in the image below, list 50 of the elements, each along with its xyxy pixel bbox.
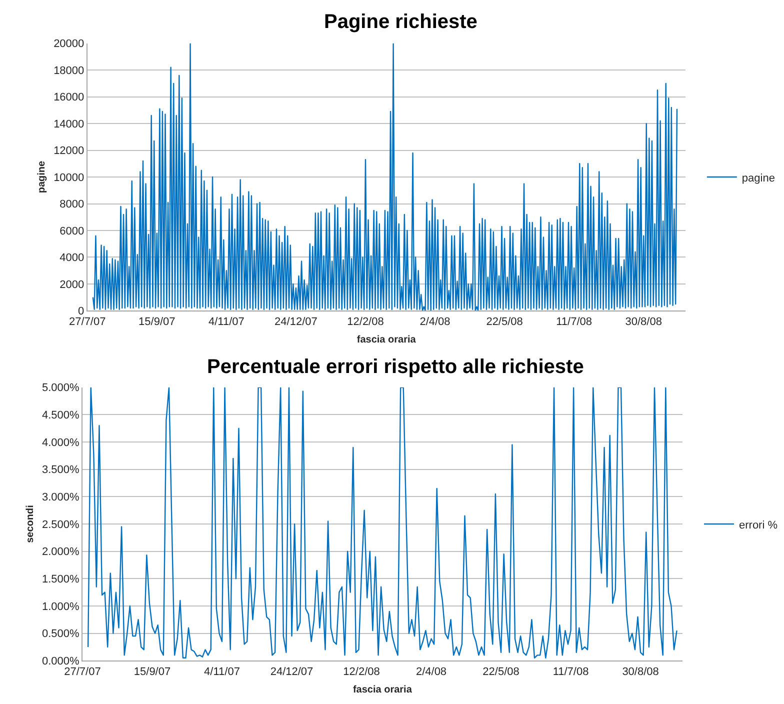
x-tick-label: 4/11/07 bbox=[208, 316, 244, 328]
y-tick-label: 2.000% bbox=[42, 546, 80, 558]
x-tick-label: 11/7/08 bbox=[556, 316, 592, 328]
x-tick-label: 15/9/07 bbox=[138, 316, 176, 328]
x-tick-label: 27/7/07 bbox=[69, 316, 106, 328]
line-series bbox=[87, 387, 678, 658]
x-tick-label: 24/12/07 bbox=[270, 666, 314, 678]
y-tick-label: 4.000% bbox=[42, 436, 80, 449]
y-tick-label: 18000 bbox=[54, 64, 84, 77]
x-tick-label: 12/2/08 bbox=[347, 316, 384, 328]
x-axis-title: fascia oraria bbox=[352, 684, 412, 696]
x-tick-label: 27/7/07 bbox=[64, 666, 101, 678]
y-tick-label: 14000 bbox=[54, 118, 84, 130]
y-tick-label: 4.500% bbox=[42, 410, 80, 422]
chart-title: Pagine richieste bbox=[324, 11, 478, 33]
x-tick-label: 2/4/08 bbox=[420, 316, 450, 328]
y-tick-label: 12000 bbox=[54, 145, 84, 158]
x-tick-label: 4/11/07 bbox=[204, 666, 240, 678]
y-tick-label: 0.000% bbox=[42, 655, 80, 668]
x-axis-title: fascia oraria bbox=[356, 334, 416, 346]
y-axis-title: pagine bbox=[36, 160, 48, 194]
y-tick-label: 8000 bbox=[60, 198, 84, 211]
y-tick-label: 3.500% bbox=[42, 464, 80, 476]
y-tick-label: 5.000% bbox=[42, 382, 80, 394]
y-tick-label: 1.500% bbox=[42, 574, 80, 586]
y-tick-label: 1.000% bbox=[42, 600, 80, 613]
x-tick-label: 11/7/08 bbox=[552, 666, 589, 678]
y-tick-label: 10000 bbox=[54, 172, 84, 184]
x-tick-label: 22/5/08 bbox=[486, 316, 523, 328]
x-tick-label: 2/4/08 bbox=[416, 666, 447, 678]
y-axis-title: secondi bbox=[24, 504, 36, 543]
x-tick-label: 30/8/08 bbox=[625, 316, 662, 328]
x-tick-label: 24/12/07 bbox=[274, 316, 318, 328]
legend-label: errori % bbox=[738, 519, 778, 532]
x-tick-label: 12/2/08 bbox=[343, 666, 380, 678]
y-tick-label: 3.000% bbox=[42, 492, 80, 504]
x-tick-label: 30/8/08 bbox=[622, 666, 659, 678]
chart-title: Percentuale errori rispetto alle richieste bbox=[207, 356, 584, 378]
y-tick-label: 2000 bbox=[60, 278, 84, 291]
y-tick-label: 0.500% bbox=[42, 628, 80, 640]
y-tick-label: 16000 bbox=[54, 92, 84, 104]
y-tick-label: 0 bbox=[78, 306, 84, 318]
x-tick-label: 22/5/08 bbox=[482, 666, 520, 678]
legend-label: pagine bbox=[742, 172, 775, 184]
line-series bbox=[92, 43, 678, 311]
x-tick-label: 15/9/07 bbox=[134, 666, 171, 678]
y-tick-label: 20000 bbox=[54, 38, 84, 50]
y-tick-label: 6000 bbox=[60, 225, 84, 238]
y-tick-label: 4000 bbox=[60, 252, 84, 264]
y-tick-label: 2.500% bbox=[42, 518, 80, 531]
